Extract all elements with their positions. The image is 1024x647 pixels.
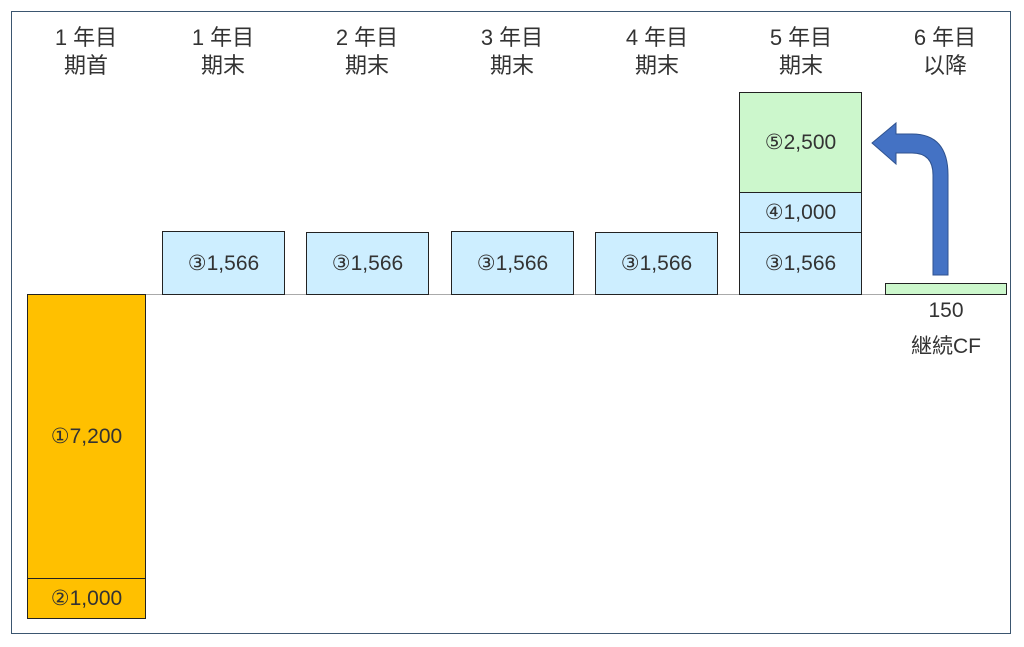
- box-investment: ①7,200: [27, 294, 146, 579]
- diagram-frame: [11, 11, 1011, 634]
- continuing-label: 継続CF: [911, 335, 981, 358]
- continuing-value: 150: [928, 299, 964, 322]
- box-terminal-value: ⑤2,500: [739, 92, 862, 193]
- box-cf-year4: ③1,566: [595, 232, 718, 295]
- box-cf-year1: ③1,566: [162, 231, 285, 295]
- box-cf-year2: ③1,566: [306, 232, 429, 295]
- header-col-6: 5 年目 期末: [769, 25, 833, 78]
- header-col-2: 1 年目 期末: [191, 25, 255, 78]
- header-col-4: 3 年目 期末: [480, 25, 544, 78]
- box-cf-year5: ③1,566: [739, 231, 862, 295]
- bar-continuing-cf: [885, 283, 1007, 295]
- box-initial-other: ②1,000: [27, 578, 146, 619]
- header-col-1: 1 年目 期首: [54, 25, 118, 78]
- header-col-3: 2 年目 期末: [335, 25, 399, 78]
- box-cf-year3: ③1,566: [451, 231, 574, 295]
- header-col-5: 4 年目 期末: [625, 25, 689, 78]
- header-col-7: 6 年目 以降: [913, 25, 977, 78]
